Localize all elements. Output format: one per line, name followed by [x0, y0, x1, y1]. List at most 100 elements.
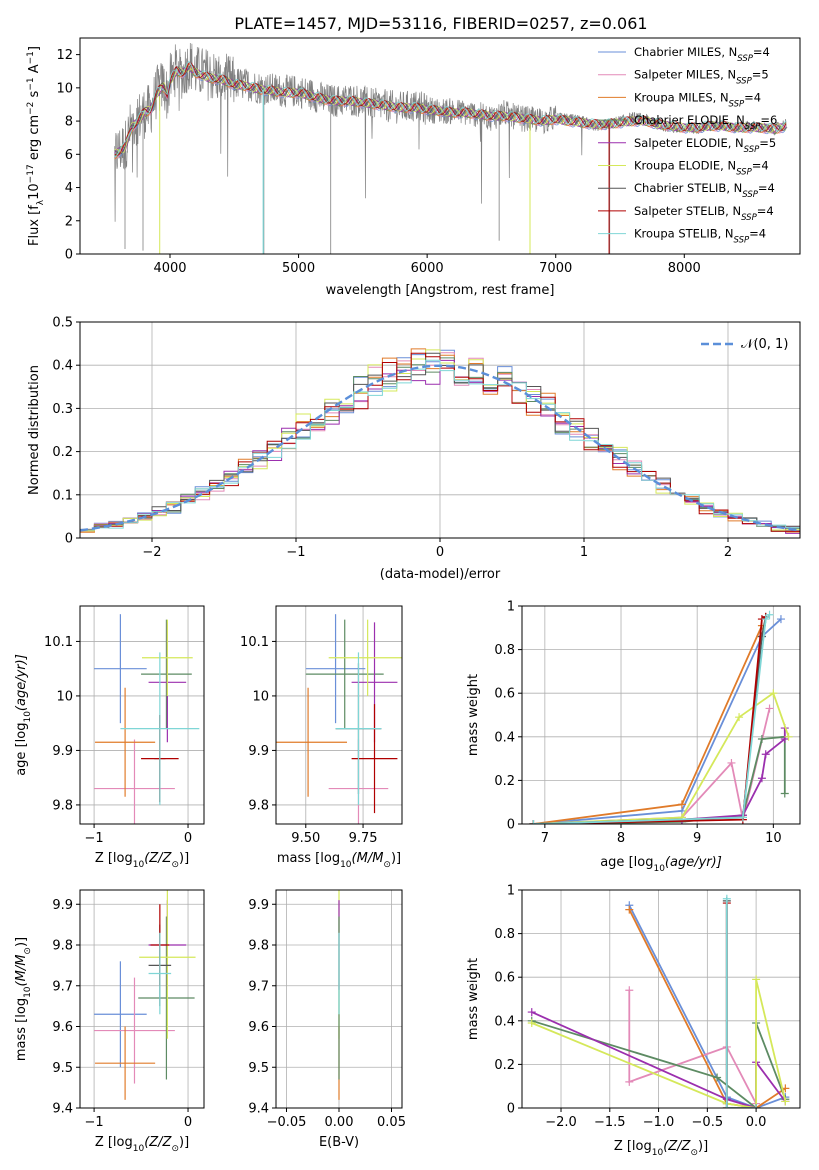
axes-frame — [275, 605, 403, 825]
weight-marker — [529, 820, 538, 824]
y-tick-label: 9.9 — [52, 744, 73, 759]
weight-line — [725, 898, 757, 1108]
weight-marker — [738, 813, 747, 822]
x-tick-label: 7 — [541, 831, 549, 846]
y-tick-label: 0 — [65, 248, 73, 263]
weight-marker — [625, 986, 634, 995]
y-tick-label: 0.6 — [494, 971, 515, 986]
x-tick-label: −0.05 — [267, 1115, 307, 1130]
errorbar-point — [141, 619, 192, 729]
model-spectrum — [114, 64, 787, 155]
y-tick-label: 9.5 — [52, 1061, 73, 1076]
weight-marker — [713, 1073, 722, 1082]
y-tick-label: 0.4 — [494, 1014, 515, 1029]
x-tick-label: 0.05 — [377, 1115, 406, 1130]
y-tick-label: 0.8 — [494, 927, 515, 942]
plot-area — [94, 614, 200, 824]
errorbar-point — [94, 961, 147, 1068]
weight-marker — [761, 750, 770, 759]
panel-z-vs-age: −1 0 9.8 9.9 10 10.1 Z [log10(Z/Z⊙)] age [log10… — [14, 605, 205, 870]
weight-marker — [757, 734, 766, 743]
x-tick-label: 5000 — [282, 261, 315, 276]
x-tick-label: 8000 — [668, 261, 701, 276]
legend-entry: Salpeter MILES, NSSP=5 — [634, 68, 769, 87]
x-tick-label: 0.00 — [325, 1115, 354, 1130]
y-tick-label: 9.7 — [248, 979, 269, 994]
weight-line — [628, 990, 757, 1105]
errorbar-point — [276, 687, 348, 797]
x-tick-label: −2.0 — [545, 1115, 577, 1130]
y-tick-label: 9.9 — [248, 898, 269, 913]
y-tick-label: 9.5 — [248, 1061, 269, 1076]
errorbar-point — [120, 652, 200, 805]
weight-marker — [784, 732, 793, 741]
axes-frame — [79, 37, 801, 255]
weight-marker — [722, 894, 731, 903]
weight-marker — [776, 615, 785, 624]
weight-marker — [769, 689, 778, 698]
weight-marker — [527, 1008, 536, 1017]
model-spectrum — [114, 60, 787, 158]
panel-ebv-vs-mass: −0.05 0.00 0.05 9.4 9.5 9.6 9.7 9.8 9.9 E(B-V) — [248, 889, 406, 1150]
x-tick-label: −1 — [85, 831, 104, 846]
y-tick-label: 9.7 — [52, 979, 73, 994]
axes-frame — [521, 605, 801, 825]
x-tick-label: 10 — [765, 831, 782, 846]
y-axis-label: mass weight — [466, 958, 481, 1040]
x-tick-label: 7000 — [539, 261, 572, 276]
y-tick-label: 9.9 — [52, 898, 73, 913]
x-tick-label: 9 — [693, 831, 701, 846]
legend-entry: Chabrier MILES, NSSP=4 — [634, 45, 770, 64]
errorbar-point — [142, 619, 193, 696]
x-axis-label: wavelength [Angstrom, rest frame] — [326, 283, 555, 298]
weight-line — [531, 1019, 787, 1108]
normal-curve — [80, 364, 800, 532]
legend-entry: Chabrier ELODIE, NSSP=6 — [634, 113, 777, 132]
weight-marker — [722, 1104, 731, 1108]
x-axis-label: E(B-V) — [319, 1135, 359, 1150]
weight-marker — [761, 615, 770, 624]
weight-marker — [625, 1077, 634, 1086]
legend-entry: 𝒩(0, 1) — [741, 337, 788, 352]
y-tick-label: 9.8 — [52, 939, 73, 954]
weight-marker — [757, 774, 766, 783]
y-tick-label: 0 — [507, 1102, 515, 1117]
x-axis-label: mass [log10(M/M⊙)] — [277, 851, 401, 870]
weight-line — [533, 614, 771, 824]
x-axis-label: Z [log10(Z/Z⊙)] — [95, 851, 189, 870]
panel-z-vs-weight: −2.0 −1.5 −1.0 −0.5 0.0 0 0.2 0.4 0.6 0.8 1 Z [log1… — [466, 884, 801, 1158]
errorbar-point — [139, 890, 196, 1039]
plot-area — [80, 348, 800, 536]
y-tick-label: 0 — [507, 818, 515, 833]
weight-line — [531, 979, 787, 1108]
x-tick-label: −1.0 — [643, 1115, 675, 1130]
y-tick-label: 10.1 — [44, 635, 73, 650]
weight-line — [533, 618, 782, 824]
axes-frame — [79, 605, 205, 825]
errorbar-point — [148, 932, 172, 1015]
y-tick-label: 9.8 — [248, 939, 269, 954]
plot-area — [276, 614, 402, 824]
y-tick-label: 1 — [507, 884, 515, 899]
errorbar-point — [94, 614, 147, 724]
x-tick-label: 2 — [724, 545, 732, 560]
y-axis-label: Normed distribution — [27, 365, 42, 495]
y-tick-label: 12 — [56, 48, 73, 63]
x-axis-label: Z [log10(Z/Z⊙)] — [95, 1135, 189, 1154]
plot-area — [114, 42, 788, 254]
y-tick-label: 10 — [56, 689, 73, 704]
panel-z-vs-mass: −1 0 9.4 9.5 9.6 9.7 9.8 9.9 Z [log10(Z/Z⊙)] mass… — [14, 889, 205, 1154]
y-tick-label: 8 — [65, 115, 73, 130]
x-tick-label: 0 — [436, 545, 444, 560]
x-tick-label: 8 — [617, 831, 625, 846]
panel-mass-vs-age: 9.50 9.75 9.8 9.9 10 10.1 mass [log10(M/M⊙)] — [240, 605, 403, 870]
errorbar-point — [351, 704, 398, 814]
x-tick-label: 0 — [184, 1115, 192, 1130]
x-tick-label: 4000 — [153, 261, 186, 276]
y-tick-label: 0 — [65, 532, 73, 547]
y-tick-label: 9.9 — [248, 744, 269, 759]
y-tick-label: 9.8 — [52, 798, 73, 813]
y-tick-label: 2 — [65, 214, 73, 229]
x-tick-label: −0.5 — [692, 1115, 724, 1130]
